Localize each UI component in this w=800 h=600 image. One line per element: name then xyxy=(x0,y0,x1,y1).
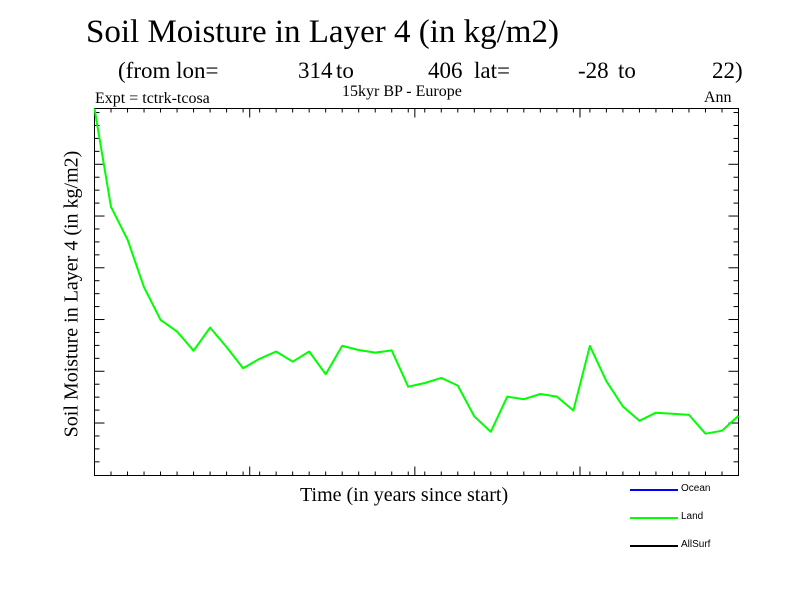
experiment-label: Expt = tctrk-tcosa xyxy=(95,90,210,107)
plot-frame xyxy=(94,108,739,476)
chart-title: Soil Moisture in Layer 4 (in kg/m2) xyxy=(86,14,559,50)
axis-ticks xyxy=(94,108,739,476)
to-label-lon: to xyxy=(336,58,354,83)
lon-start-value: 314 xyxy=(298,58,333,83)
from-lon-label: (from lon= xyxy=(118,58,219,83)
season-label: Ann xyxy=(704,89,732,106)
legend-swatch-allsurf xyxy=(630,545,678,547)
x-axis-label: Time (in years since start) xyxy=(300,484,509,506)
lat-start-value: -28 xyxy=(578,58,609,83)
lon-end-value: 406 xyxy=(428,58,463,83)
lat-label: lat= xyxy=(474,58,510,83)
legend-label-ocean: Ocean xyxy=(681,483,711,494)
lat-end-value: 22) xyxy=(712,58,743,83)
legend-swatch-ocean xyxy=(630,489,678,491)
legend-label-allsurf: AllSurf xyxy=(681,539,711,550)
chart-subtitle: 15kyr BP - Europe xyxy=(342,83,462,100)
to-label-lat: to xyxy=(618,58,636,83)
series-line-land xyxy=(93,108,740,435)
legend-swatch-land xyxy=(630,517,678,519)
legend-label-land: Land xyxy=(681,511,704,522)
